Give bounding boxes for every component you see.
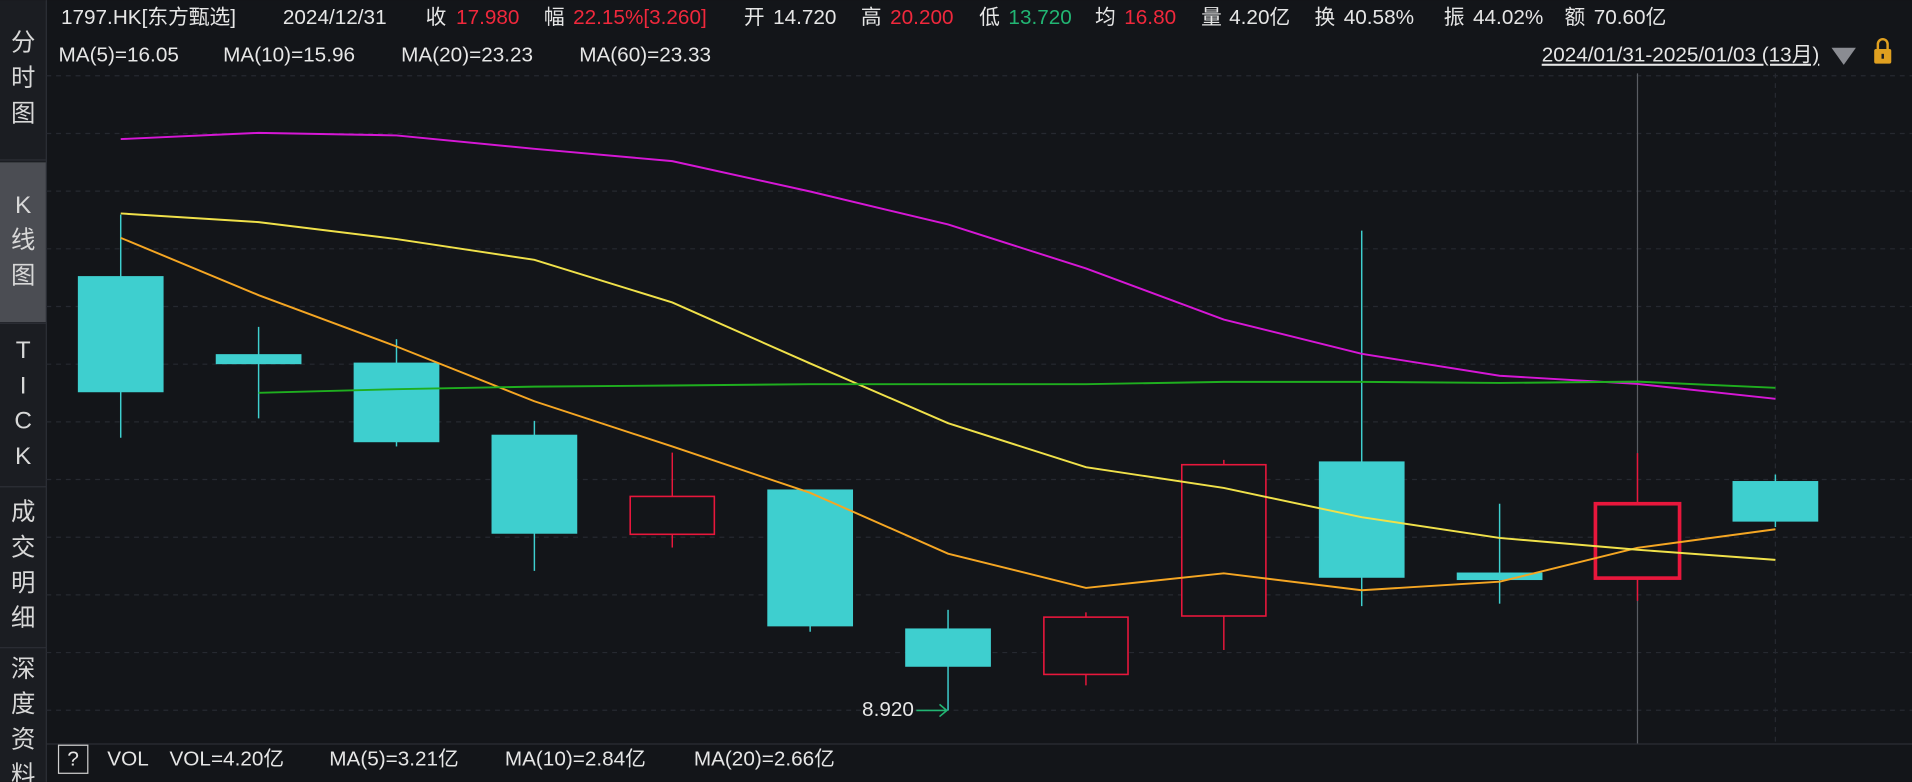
volume-indicator[interactable]: VOL (107, 747, 148, 770)
candle-body (1043, 616, 1129, 676)
candle-body (77, 276, 164, 393)
quote-value: 22.15%[3.260] (573, 6, 707, 29)
quote-label: 高 (861, 6, 882, 29)
quote-value: 16.80 (1124, 6, 1176, 29)
tab[interactable]: 深度资料 (11, 656, 35, 782)
volume-item: MA(10)=2.84亿 (505, 747, 646, 770)
candle-body (629, 495, 716, 536)
ma-line (120, 236, 1776, 592)
ma-line (120, 131, 1776, 400)
quote-value: 17.980 (456, 6, 519, 29)
candle-body (491, 434, 578, 534)
ma-line (258, 380, 1776, 394)
quote-value: 40.58% (1344, 6, 1414, 29)
quote-label: 换 (1315, 6, 1336, 29)
date: 2024/12/31 (283, 6, 387, 29)
tab-separators (0, 159, 47, 649)
lock-icon[interactable] (1874, 38, 1892, 64)
volume-item: MA(5)=3.21亿 (329, 747, 459, 770)
tab[interactable]: K 线图 (11, 192, 35, 290)
quote-label: 开 (744, 6, 765, 29)
quote-value: 70.60亿 (1594, 6, 1667, 29)
volume-item: MA(20)=2.66亿 (694, 747, 835, 770)
quote-value: 20.200 (890, 6, 953, 29)
symbol: 1797.HK[东方甄选] (61, 6, 236, 29)
candle-body (1732, 481, 1819, 522)
candle-body (1180, 463, 1267, 617)
ma-line (120, 212, 1776, 561)
tab[interactable]: 成交明细 (11, 500, 35, 633)
range-dropdown[interactable] (1831, 47, 1856, 65)
sidebar (0, 0, 47, 782)
plot: 8.920 (77, 131, 1819, 721)
quote-label: 低 (979, 6, 1000, 29)
quote-label: 量 (1201, 6, 1222, 29)
quote-label: 均 (1095, 6, 1116, 29)
candle-body (1593, 501, 1682, 580)
candle-body (1318, 461, 1405, 578)
candle-body (767, 489, 854, 627)
legend-entry: MA(5)=16.05 (59, 44, 179, 67)
tab[interactable]: 分时图 (11, 30, 35, 128)
quote-value: 44.02% (1473, 6, 1543, 29)
quote-label: 额 (1564, 6, 1585, 29)
quote-value: 14.720 (773, 6, 836, 29)
candle-body (1456, 572, 1543, 581)
candle-body (353, 362, 440, 443)
quote-value: 4.20亿 (1229, 6, 1290, 29)
help-box[interactable] (57, 744, 89, 774)
legend-entry: MA(20)=23.23 (401, 44, 533, 67)
quote-value: 13.720 (1008, 6, 1071, 29)
sidebar-selected (0, 162, 47, 323)
candle-body (905, 628, 991, 667)
volume-item: VOL=4.20亿 (169, 747, 284, 770)
candle-body (215, 354, 302, 365)
quote-label: 振 (1444, 6, 1465, 29)
help[interactable]: ? (67, 747, 79, 770)
quote-label: 收 (426, 6, 447, 29)
date-range[interactable]: 2024/01/31-2025/01/03 (13月) (1542, 44, 1820, 67)
low-label: 8.920 (862, 698, 914, 721)
low-arrow (916, 703, 949, 718)
legend-entry: MA(10)=15.96 (223, 44, 355, 67)
quote-label: 幅 (544, 6, 565, 29)
legend-entry: MA(60)=23.33 (579, 44, 711, 67)
